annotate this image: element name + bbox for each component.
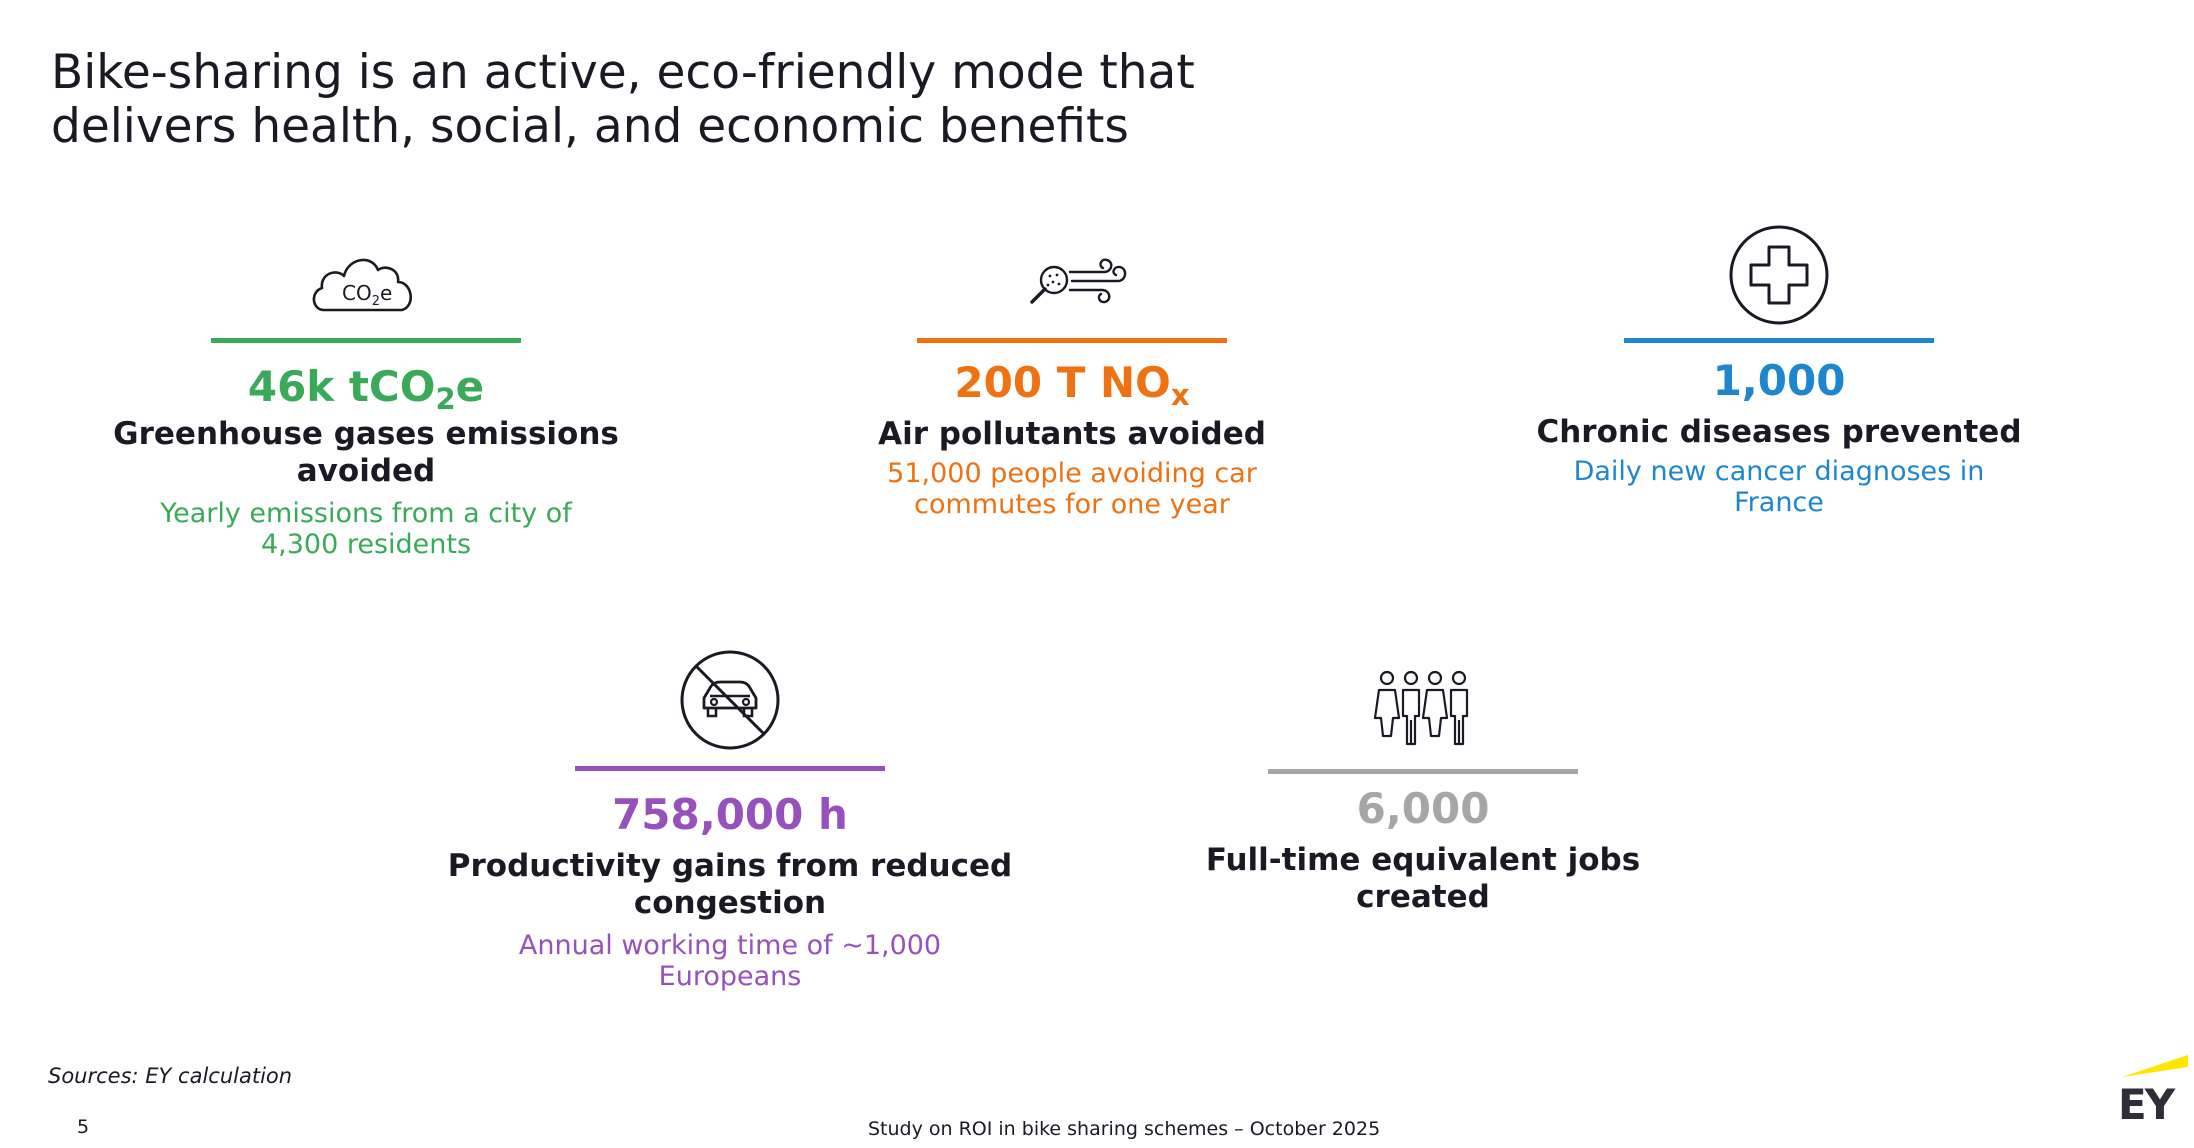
productivity-card: 758,000 h Productivity gains from reduce… (380, 648, 1080, 1008)
health-value: 1,000 (1712, 356, 1846, 405)
svg-text:EY: EY (2118, 1080, 2176, 1121)
health-divider (1624, 338, 1934, 343)
air-label: Air pollutants avoided (878, 416, 1266, 452)
title-line-2: delivers health, social, and economic be… (51, 99, 1129, 154)
ghg-label: Greenhouse gases emissions avoided (113, 416, 619, 489)
air-value: 200 T NOx (954, 358, 1190, 412)
page-title: Bike-sharing is an active, eco-friendly … (51, 46, 1251, 154)
footer-study-title: Study on ROI in bike sharing schemes – O… (868, 1118, 1381, 1140)
air-divider (917, 338, 1227, 343)
productivity-divider (575, 766, 885, 771)
ghg-value: 46k tCO2e (247, 362, 485, 416)
jobs-label: Full-time equivalent jobs created (1205, 842, 1641, 915)
ghg-divider (211, 338, 521, 343)
jobs-value: 6,000 (1356, 784, 1490, 833)
svg-text:CO2e: CO2e (342, 281, 392, 309)
title-line-1: Bike-sharing is an active, eco-friendly … (51, 45, 1195, 100)
productivity-value: 758,000 h (612, 790, 848, 839)
co2-cloud-icon: CO2e (306, 228, 426, 338)
no-car-icon (670, 648, 790, 758)
medical-cross-icon (1719, 220, 1839, 330)
jobs-card: 6,000 Full-time equivalent jobs created (1073, 648, 1773, 928)
air-card: 200 T NOx Air pollutants avoided 51,000 … (722, 220, 1422, 550)
health-description: Daily new cancer diagnoses in France (1573, 456, 1985, 518)
ghg-card: CO2e 46k tCO2e Greenhouse gases emission… (16, 220, 716, 580)
sources-note: Sources: EY calculation (48, 1064, 293, 1088)
page-number: 5 (77, 1116, 90, 1138)
people-group-icon (1363, 656, 1483, 766)
productivity-label: Productivity gains from reduced congestio… (447, 848, 1013, 921)
jobs-divider (1268, 769, 1578, 774)
air-pollution-magnifier-icon (1012, 228, 1132, 338)
productivity-description: Annual working time of ~1,000 Europeans (518, 930, 942, 992)
ghg-description: Yearly emissions from a city of 4,300 res… (160, 498, 572, 560)
health-label: Chronic diseases prevented (1536, 414, 2022, 450)
air-description: 51,000 people avoiding car commutes for o… (887, 458, 1257, 520)
ey-logo: EY (2118, 1053, 2188, 1121)
health-card: 1,000 Chronic diseases prevented Daily n… (1429, 220, 2129, 550)
